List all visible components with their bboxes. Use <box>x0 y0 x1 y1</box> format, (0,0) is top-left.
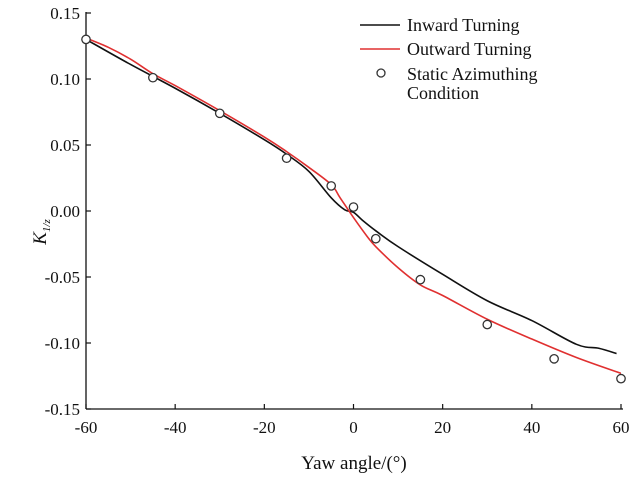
static-azimuthing-point <box>616 373 626 384</box>
x-tick-label: 0 <box>349 418 358 437</box>
static-azimuthing-point <box>214 108 225 119</box>
y-tick-label: -0.15 <box>45 400 80 419</box>
legend-label-static-line1: Static Azimuthing <box>407 64 538 84</box>
y-axis-title: K1/z <box>30 219 53 246</box>
static-azimuthing-point <box>348 202 359 212</box>
x-tick-label: -40 <box>164 418 187 437</box>
legend-label-inward: Inward Turning <box>407 15 520 35</box>
static-azimuthing-point <box>370 233 381 244</box>
svg-text:K1/z: K1/z <box>30 219 53 246</box>
legend: Inward Turning Outward Turning Static Az… <box>360 15 538 103</box>
y-tick-label: 0.00 <box>50 202 80 221</box>
y-tick-label: -0.10 <box>45 334 80 353</box>
x-tick-label: -20 <box>253 418 276 437</box>
y-tick-label: 0.10 <box>50 70 80 89</box>
y-tick-label: -0.05 <box>45 268 80 287</box>
y-ticks: 0.15 0.10 0.05 0.00 -0.05 -0.10 -0.15 <box>45 4 91 419</box>
static-azimuthing-point <box>482 319 493 330</box>
legend-label-outward: Outward Turning <box>407 39 532 59</box>
static-azimuthing-point <box>81 34 91 45</box>
static-azimuthing-point <box>549 353 559 364</box>
static-azimuthing-point <box>326 181 337 191</box>
static-azimuthing-point <box>415 274 426 285</box>
y-tick-label: 0.05 <box>50 136 80 155</box>
x-axis-title: Yaw angle/(°) <box>301 453 406 474</box>
legend-swatch-static <box>376 68 386 78</box>
y-axis-title-main: K <box>30 231 51 246</box>
x-ticks: -60 -40 -20 0 20 40 60 <box>75 404 630 437</box>
static-azimuthing-point <box>281 153 292 164</box>
y-tick-label: 0.15 <box>50 4 80 23</box>
series-line-outward-turning <box>86 37 621 375</box>
static-azimuthing-point <box>148 72 158 83</box>
x-tick-label: 20 <box>434 418 451 437</box>
marker-layer <box>81 34 626 384</box>
x-tick-label: 60 <box>613 418 630 437</box>
series-line-inward-turning <box>86 38 617 355</box>
x-tick-label: -60 <box>75 418 98 437</box>
legend-label-static-line2: Condition <box>407 83 479 103</box>
x-tick-label: 40 <box>523 418 540 437</box>
y-axis-title-sub: 1/z <box>41 219 53 233</box>
